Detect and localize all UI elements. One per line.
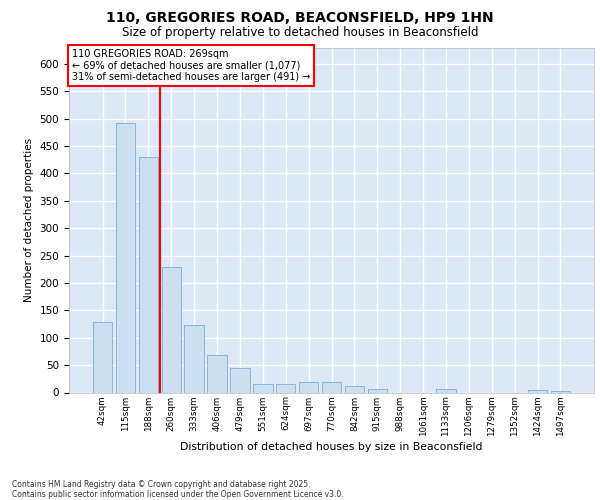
Bar: [436, 388, 455, 392]
Bar: [322, 382, 341, 392]
Bar: [93, 322, 112, 392]
X-axis label: Distribution of detached houses by size in Beaconsfield: Distribution of detached houses by size …: [180, 442, 483, 452]
Bar: [139, 157, 158, 392]
Text: Size of property relative to detached houses in Beaconsfield: Size of property relative to detached ho…: [122, 26, 478, 39]
Bar: [276, 384, 295, 392]
Bar: [344, 386, 364, 392]
Text: 110 GREGORIES ROAD: 269sqm
← 69% of detached houses are smaller (1,077)
31% of s: 110 GREGORIES ROAD: 269sqm ← 69% of deta…: [71, 49, 310, 82]
Bar: [253, 384, 272, 392]
Bar: [368, 388, 387, 392]
Y-axis label: Number of detached properties: Number of detached properties: [24, 138, 34, 302]
Bar: [230, 368, 250, 392]
Bar: [299, 382, 319, 392]
Bar: [528, 390, 547, 392]
Text: 110, GREGORIES ROAD, BEACONSFIELD, HP9 1HN: 110, GREGORIES ROAD, BEACONSFIELD, HP9 1…: [106, 11, 494, 25]
Bar: [184, 325, 204, 392]
Text: Contains HM Land Registry data © Crown copyright and database right 2025.
Contai: Contains HM Land Registry data © Crown c…: [12, 480, 344, 499]
Bar: [116, 122, 135, 392]
Bar: [208, 356, 227, 393]
Bar: [161, 266, 181, 392]
Bar: [551, 391, 570, 392]
